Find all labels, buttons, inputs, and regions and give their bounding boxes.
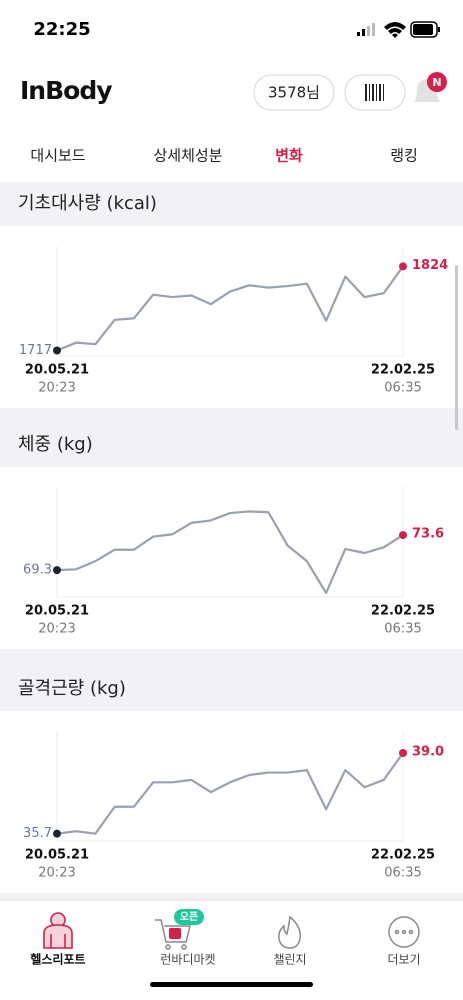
tabs: 대시보드 상세체성분 변화 랭킹 (30, 147, 417, 165)
data-line (56, 265, 404, 352)
nav-label[interactable]: 챌린지 (273, 953, 306, 967)
barcode-icon (365, 84, 384, 101)
logo[interactable]: InBody (20, 76, 113, 105)
value-label: 35.7 (23, 826, 52, 841)
x-time-label: 20:23 (38, 866, 75, 881)
x-date-label: 22.02.25 (371, 363, 435, 378)
scrollbar (455, 265, 458, 430)
user-name[interactable]: 3578님 (268, 84, 320, 102)
notification-badge: N (432, 76, 441, 89)
x-time-label: 06:35 (384, 381, 421, 396)
nav-label[interactable]: 더보기 (387, 953, 420, 967)
value-label: 39.0 (412, 745, 444, 760)
nav-labels: 헬스리포트 런바디마켓 챌린지 더보기 (30, 952, 420, 967)
chart-card (0, 226, 463, 408)
status-time: 22:25 (33, 19, 90, 40)
data-point (53, 829, 61, 838)
charts: 기초대사량 (kcal) 20.05.21 20:23 22.02.25 06:35 17… (0, 193, 463, 893)
bell-button[interactable] (414, 72, 447, 102)
x-date-label: 20.05.21 (25, 848, 89, 863)
data-point (399, 749, 407, 757)
section-title: 기초대사량 (kcal) (18, 193, 157, 214)
nav-label[interactable]: 헬스리포트 (30, 952, 85, 967)
x-time-label: 06:35 (384, 622, 421, 637)
chart-card (0, 467, 463, 649)
data-line (56, 752, 404, 835)
x-date-label: 20.05.21 (25, 363, 89, 378)
value-label: 73.6 (412, 527, 444, 542)
tab[interactable]: 대시보드 (30, 147, 85, 165)
value-label: 69.3 (23, 563, 52, 578)
market-badge-bg (174, 909, 204, 925)
x-time-label: 20:23 (38, 381, 75, 396)
icon-market (155, 919, 191, 950)
x-date-label: 22.02.25 (371, 604, 435, 619)
tab[interactable]: 랭킹 (390, 147, 418, 165)
nav-label[interactable]: 런바디마켓 (160, 953, 215, 967)
x-date-label: 22.02.25 (371, 848, 435, 863)
tab[interactable]: 상세체성분 (153, 147, 222, 165)
icon-more (388, 916, 420, 948)
tab[interactable]: 변화 (275, 147, 303, 165)
section-title: 체중 (kg) (18, 434, 93, 455)
status-icons (357, 21, 440, 38)
data-point (53, 346, 61, 355)
data-point (53, 566, 61, 575)
x-time-label: 06:35 (384, 866, 421, 881)
barcode-button[interactable] (344, 74, 406, 111)
home-indicator (150, 982, 313, 987)
icon-challenge (278, 915, 302, 949)
user-pill[interactable] (253, 74, 335, 111)
x-time-label: 20:23 (38, 622, 75, 637)
value-label: 1717 (19, 343, 52, 358)
section-title: 골격근량 (kg) (18, 678, 126, 699)
data-point (399, 262, 407, 271)
data-line (56, 510, 404, 595)
x-date-label: 20.05.21 (25, 604, 89, 619)
chart-card (0, 711, 463, 893)
icon-health-report (43, 912, 73, 949)
data-point (399, 531, 407, 540)
market-badge: 오픈 (180, 911, 198, 923)
value-label: 1824 (412, 258, 448, 273)
